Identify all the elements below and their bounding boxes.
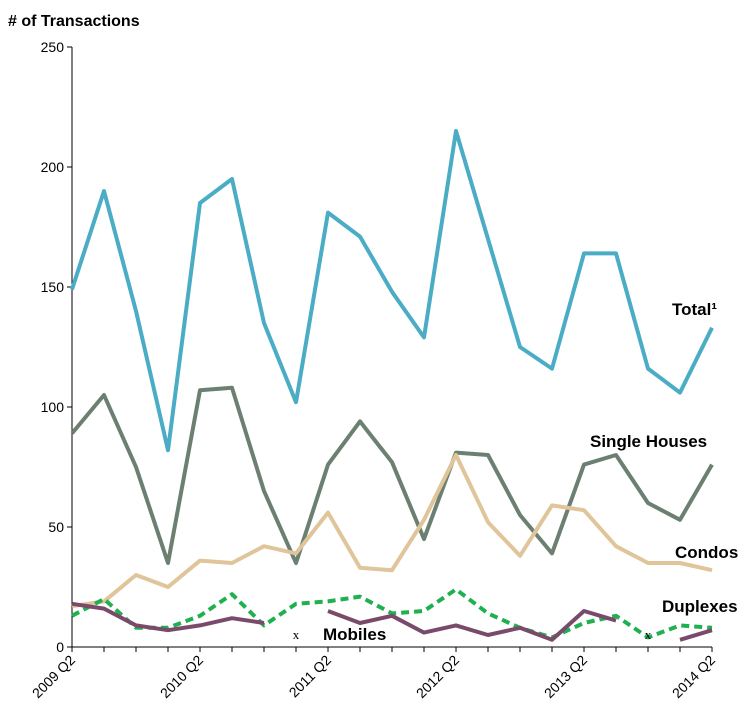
series-line [71,453,713,609]
y-tick-label: 0 [56,639,64,655]
y-tick-label: 100 [41,399,65,415]
x-tick-label: 2014 Q2 [669,652,718,701]
series-line [70,385,714,565]
x-tick-label: 2013 Q2 [541,652,590,701]
x-tick-label: 2011 Q2 [286,652,335,701]
missing-marker: x [293,627,300,642]
series-line [70,129,714,453]
y-tick-label: 250 [41,39,65,55]
series-label: Condos [675,543,738,562]
y-tick-label: 150 [41,279,65,295]
series-label: Total¹ [672,300,717,319]
y-axis-title: # of Transactions [8,13,140,30]
series-label: Mobiles [323,625,386,644]
series-label: Single Houses [590,432,707,451]
series-label: Duplexes [662,597,738,616]
y-tick-label: 200 [41,159,65,175]
y-tick-label: 50 [48,519,64,535]
series-line [71,601,713,642]
x-tick-label: 2012 Q2 [413,652,462,701]
x-tick-label: 2010 Q2 [157,652,206,701]
missing-marker: x [645,627,652,642]
x-tick-label: 2009 Q2 [29,652,78,701]
